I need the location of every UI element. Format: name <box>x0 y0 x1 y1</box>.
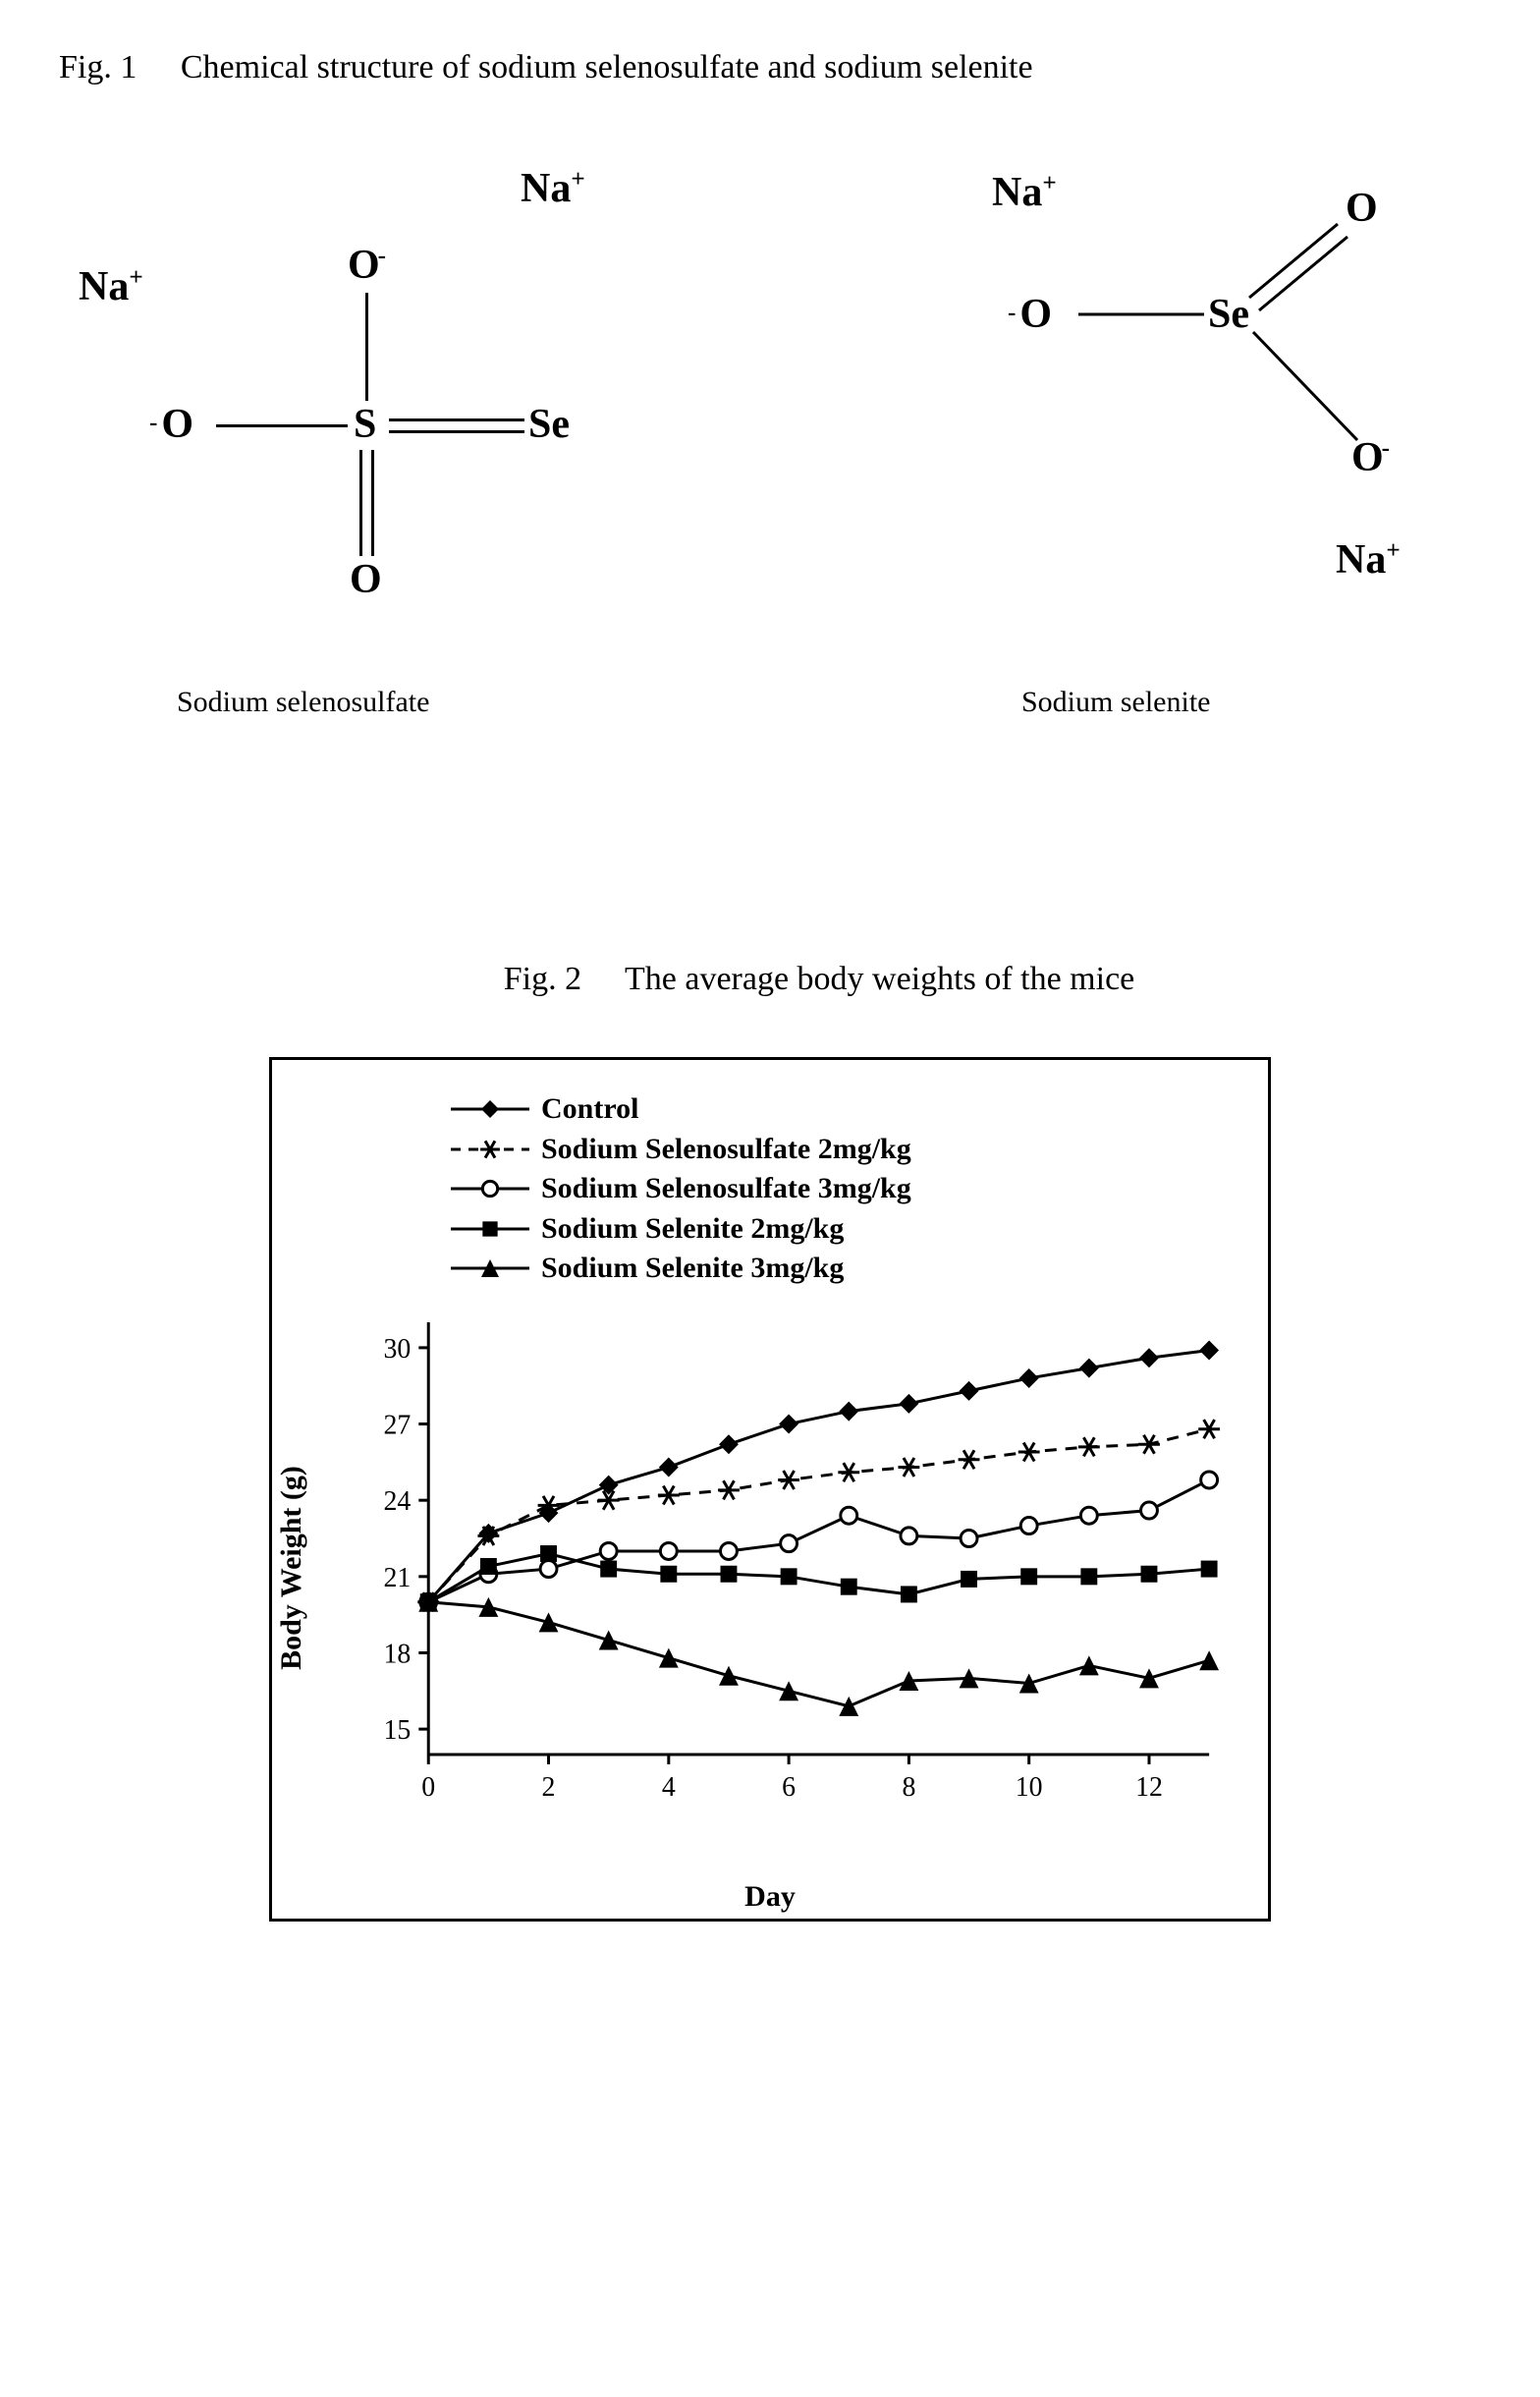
selenosulfate-o-left: -O <box>153 401 193 448</box>
figure-1-caption: Fig. 1 Chemical structure of sodium sele… <box>59 49 1481 86</box>
legend-marker-icon <box>449 1216 531 1242</box>
svg-text:4: 4 <box>662 1771 676 1802</box>
figure-1: Fig. 1 Chemical structure of sodium sele… <box>59 49 1481 813</box>
x-axis-label: Day <box>744 1880 796 1914</box>
svg-text:30: 30 <box>384 1333 412 1364</box>
figure-2-caption-text: The average body weights of the mice <box>625 961 1134 997</box>
svg-text:6: 6 <box>782 1771 796 1802</box>
svg-text:24: 24 <box>384 1486 412 1517</box>
figure-2: Fig. 2 The average body weights of the m… <box>59 961 1481 1922</box>
figure-2-number: Fig. 2 <box>504 961 581 997</box>
body-weight-chart: ControlSodium Selenosulfate 2mg/kgSodium… <box>269 1057 1271 1922</box>
selenite-na-bottom: Na+ <box>1336 536 1401 584</box>
svg-text:0: 0 <box>421 1771 435 1802</box>
bond-v2a <box>359 450 362 556</box>
legend-label: Sodium Selenite 3mg/kg <box>541 1249 844 1289</box>
svg-text:21: 21 <box>384 1562 412 1592</box>
bond-v1 <box>365 293 368 401</box>
selenite-o-left: -O <box>1012 291 1052 338</box>
chart-legend: ControlSodium Selenosulfate 2mg/kgSodium… <box>449 1089 1229 1289</box>
chart-plot-area: 151821242730024681012 Body Weight (g) Da… <box>311 1312 1229 1823</box>
figure-2-caption: Fig. 2 The average body weights of the m… <box>59 961 1481 998</box>
figure-1-number: Fig. 1 <box>59 49 137 85</box>
bond-h2a <box>389 418 524 421</box>
svg-text:8: 8 <box>902 1771 915 1802</box>
svg-text:10: 10 <box>1016 1771 1043 1802</box>
selenosulfate-na-top: Na+ <box>521 165 585 212</box>
svg-text:27: 27 <box>384 1410 412 1440</box>
selenite-se: Se <box>1208 291 1249 338</box>
selenite-label: Sodium selenite <box>1021 686 1210 719</box>
legend-item: Sodium Selenosulfate 2mg/kg <box>449 1130 1229 1170</box>
legend-marker-icon <box>449 1137 531 1162</box>
selenite-o-top: O <box>1346 185 1378 232</box>
chemical-structures: Na+ Na+ O- -O S Se O Sodium selenosulfat… <box>59 165 1481 813</box>
selenite-na-top: Na+ <box>992 169 1057 216</box>
selenosulfate-o-bottom: O <box>350 556 382 603</box>
bond-h1 <box>216 424 348 427</box>
bond-h2b <box>389 430 524 433</box>
selenosulfate-o-top: O- <box>348 242 386 289</box>
legend-item: Control <box>449 1089 1229 1130</box>
legend-label: Sodium Selenosulfate 2mg/kg <box>541 1130 911 1170</box>
selenosulfate-s: S <box>354 401 376 448</box>
y-axis-label: Body Weight (g) <box>275 1466 308 1670</box>
legend-label: Sodium Selenosulfate 3mg/kg <box>541 1169 911 1209</box>
legend-item: Sodium Selenite 3mg/kg <box>449 1249 1229 1289</box>
legend-label: Control <box>541 1089 638 1130</box>
legend-marker-icon <box>449 1255 531 1281</box>
selenosulfate-se: Se <box>528 401 570 448</box>
legend-item: Sodium Selenite 2mg/kg <box>449 1209 1229 1250</box>
legend-marker-icon <box>449 1176 531 1201</box>
bond-v2b <box>371 450 374 556</box>
svg-text:18: 18 <box>384 1639 412 1669</box>
selenosulfate-na-left: Na+ <box>79 263 143 310</box>
legend-label: Sodium Selenite 2mg/kg <box>541 1209 844 1250</box>
figure-1-caption-text: Chemical structure of sodium selenosulfa… <box>181 49 1033 85</box>
svg-text:15: 15 <box>384 1715 412 1746</box>
svg-text:2: 2 <box>542 1771 556 1802</box>
legend-marker-icon <box>449 1096 531 1122</box>
selenite-o-bottom: O- <box>1351 434 1390 481</box>
selenosulfate-label: Sodium selenosulfate <box>177 686 429 719</box>
legend-item: Sodium Selenosulfate 3mg/kg <box>449 1169 1229 1209</box>
svg-text:12: 12 <box>1135 1771 1163 1802</box>
